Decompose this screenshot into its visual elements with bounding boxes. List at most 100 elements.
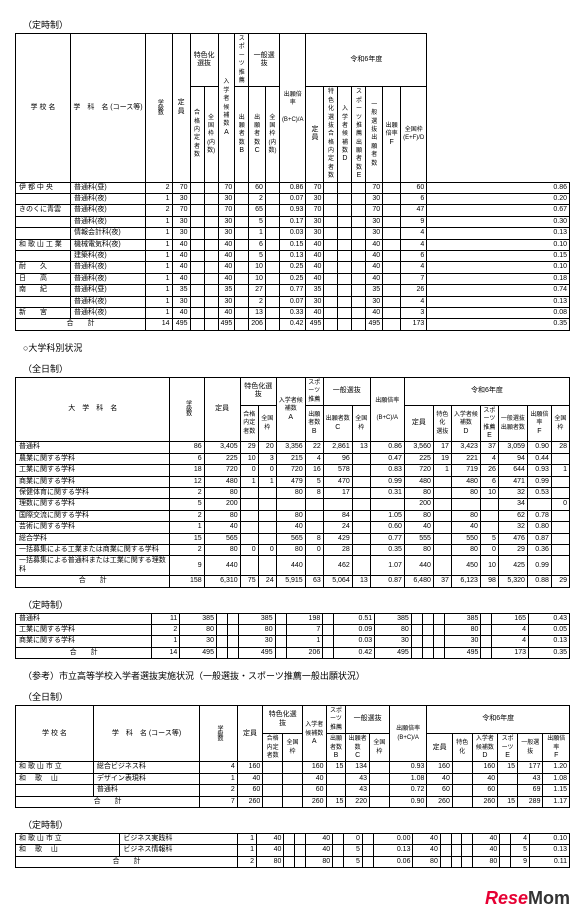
cell: 8: [305, 488, 323, 499]
cell: 260: [237, 796, 262, 807]
cell: 2: [152, 624, 180, 635]
table-row: 日 高普通科(夜)14040100.25404070.18: [16, 273, 570, 284]
cell: [433, 556, 451, 576]
cell: 総合学科: [16, 533, 170, 544]
cell: [204, 273, 218, 284]
cell: 5: [480, 533, 498, 544]
cell: 0.47: [370, 453, 404, 464]
cell: 13: [352, 576, 370, 587]
cell: [352, 499, 370, 510]
cell: [275, 636, 286, 647]
cell: 4: [401, 296, 427, 307]
cell: [283, 785, 303, 796]
total-label: 合 計: [16, 647, 152, 658]
cell: [369, 762, 389, 773]
cell: 5: [510, 845, 529, 856]
cell: ビジネス情報科: [120, 845, 238, 856]
total-row: 合 計7260260152200.90260260152891.17: [16, 796, 570, 807]
cell: 30: [218, 296, 235, 307]
cell: 2: [170, 510, 204, 521]
cell: [433, 510, 451, 521]
cell: 普通科: [16, 442, 170, 453]
cell: [352, 205, 366, 216]
cell: [190, 250, 204, 261]
cell: [462, 856, 473, 867]
cell: 260: [472, 796, 497, 807]
cell: 720: [204, 465, 240, 476]
cell: 34: [498, 499, 527, 510]
cell: 385: [238, 613, 275, 624]
cell: 40: [172, 262, 190, 273]
cell: [235, 182, 249, 193]
cell: 200: [404, 499, 433, 510]
total-label: 合 計: [16, 576, 170, 587]
cell: [190, 307, 204, 318]
cell: 商業に関する学科: [16, 636, 152, 647]
cell: 70: [218, 182, 235, 193]
cell: 0.13: [427, 228, 570, 239]
cell: 0.10: [530, 834, 570, 845]
cell: 0: [305, 544, 323, 555]
cell: 260: [302, 796, 326, 807]
cell: 80: [276, 544, 305, 555]
cell: 0.42: [334, 647, 375, 658]
cell: [551, 522, 569, 533]
cell: [235, 262, 249, 273]
cell: 0.06: [373, 856, 413, 867]
cell: 1: [286, 636, 323, 647]
cell: 0.07: [279, 194, 306, 205]
cell: 0.03: [279, 228, 306, 239]
cell: [324, 273, 338, 284]
cell: 160: [302, 762, 326, 773]
cell: 9: [401, 216, 427, 227]
cell: [275, 613, 286, 624]
cell: 70: [218, 205, 235, 216]
cell: [305, 556, 323, 576]
cell: 80: [472, 856, 499, 867]
cell: 63: [305, 576, 323, 587]
cell: 3,423: [451, 442, 480, 453]
cell: 1.20: [543, 762, 570, 773]
cell: [338, 307, 352, 318]
cell: 215: [276, 453, 305, 464]
cell: 198: [286, 613, 323, 624]
cell: [481, 636, 492, 647]
cell: [551, 488, 569, 499]
cell: 40: [306, 262, 324, 273]
cell: 3,405: [204, 442, 240, 453]
cell: 40: [472, 773, 497, 784]
cell: 0.44: [527, 453, 551, 464]
cell: 工業に関する学科: [16, 465, 170, 476]
cell: [258, 522, 276, 533]
cell: [481, 647, 492, 658]
cell: 495: [218, 319, 235, 330]
table-3: 普通科113853851980.513853851650.43工業に関する学科2…: [15, 613, 570, 660]
cell: 普通科(夜): [71, 296, 146, 307]
cell: [235, 285, 249, 296]
cell: [227, 636, 238, 647]
cell: 40: [218, 273, 235, 284]
cell: [265, 319, 279, 330]
cell: [204, 285, 218, 296]
cell: 10: [480, 488, 498, 499]
cell: [383, 182, 401, 193]
cell: 0: [551, 499, 569, 510]
cell: 10: [249, 262, 266, 273]
cell: 429: [323, 533, 352, 544]
cell: [383, 285, 401, 296]
cell: [190, 239, 204, 250]
cell: [324, 216, 338, 227]
cell: 4: [510, 834, 529, 845]
cell: 0.30: [427, 216, 570, 227]
cell: 15: [498, 762, 518, 773]
cell: [190, 216, 204, 227]
cell: [411, 613, 422, 624]
cell: 0.10: [427, 262, 570, 273]
cell: 495: [172, 319, 190, 330]
cell: [276, 499, 305, 510]
cell: [240, 499, 258, 510]
cell: 0.83: [370, 465, 404, 476]
cell: 9: [170, 556, 204, 576]
cell: [265, 307, 279, 318]
table-2: 大 学 科 名 学級数 定員 特色化選抜 入学者候補数A スポーツ推薦 一般選抜…: [15, 377, 570, 588]
